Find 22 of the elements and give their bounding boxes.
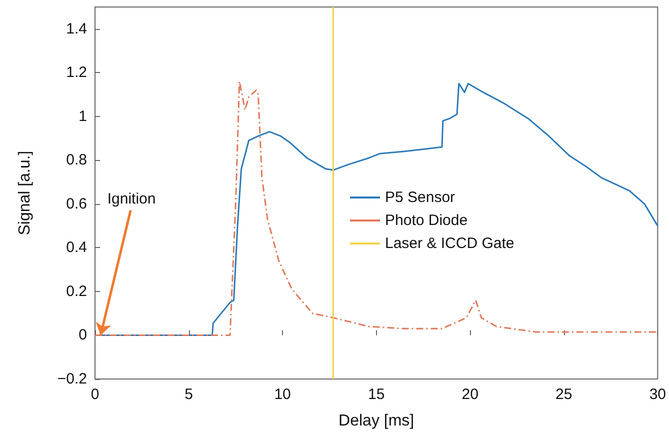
y-tick-label: 0.2	[66, 282, 87, 300]
x-tick-label: 20	[462, 386, 478, 403]
legend-label: Laser & ICCD Gate	[385, 235, 514, 252]
x-tick-label: 10	[274, 386, 291, 403]
x-axis-title: Delay [ms]	[338, 412, 414, 430]
x-tick-label: 30	[649, 386, 666, 403]
y-tick-label: 0.4	[66, 239, 87, 256]
y-tick-label: 0	[78, 326, 87, 344]
x-tick-label: 0	[90, 386, 100, 403]
annotation: Ignition	[107, 190, 156, 208]
x-tick-label: 15	[368, 386, 385, 403]
legend-label: Photo Diode	[385, 212, 468, 229]
x-tick-label: 5	[184, 386, 193, 403]
y-tick-label: 0.6	[66, 195, 87, 212]
y-tick-label: 1.2	[66, 64, 87, 82]
x-tick-label: 25	[556, 386, 572, 403]
y-axis-title: Signal [a.u.]	[16, 150, 34, 236]
y-tick-label: 1	[78, 108, 87, 125]
legend-label: P5 Sensor	[385, 189, 456, 206]
y-tick-label: 0.8	[66, 152, 87, 169]
y-tick-label: 1.4	[66, 20, 87, 38]
y-tick-label: −0.2	[57, 370, 87, 388]
